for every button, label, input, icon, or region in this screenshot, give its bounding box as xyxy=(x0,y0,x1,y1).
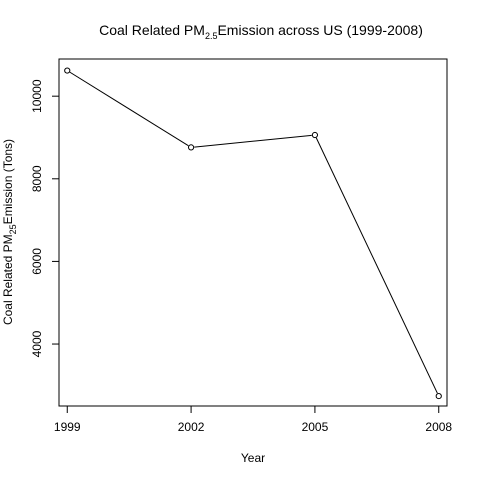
series-emissions xyxy=(64,67,442,400)
line-segment xyxy=(69,71,189,147)
y-axis-title-prefix: Coal Related PM xyxy=(1,234,15,325)
y-tick-label: 6000 xyxy=(30,248,44,275)
y-axis-title-suffix: Emission (Tons) xyxy=(1,139,15,224)
data-point xyxy=(311,131,319,139)
data-point xyxy=(64,67,71,74)
x-axis: 1999 2002 2005 2008 xyxy=(54,406,452,434)
x-tick-label: 2002 xyxy=(178,420,205,434)
x-tick-label: 1999 xyxy=(54,420,81,434)
chart-title-prefix: Coal Related PM xyxy=(99,22,205,38)
y-axis-title: Coal Related PM25Emission (Tons) xyxy=(1,139,18,325)
chart-title-subscript: 2.5 xyxy=(205,31,218,41)
x-tick-label: 2008 xyxy=(425,420,452,434)
y-tick-label: 4000 xyxy=(30,330,44,357)
data-point xyxy=(435,392,442,400)
x-axis-title: Year xyxy=(241,451,265,465)
y-tick-label: 10000 xyxy=(30,79,44,113)
data-point xyxy=(187,144,195,151)
y-axis-title-subscript: 25 xyxy=(8,224,18,234)
chart-title: Coal Related PM2.5Emission across US (19… xyxy=(99,22,423,41)
y-axis: 4000 6000 8000 10000 xyxy=(30,79,59,357)
y-tick-label: 8000 xyxy=(30,165,44,192)
line-segment xyxy=(315,137,438,394)
chart-title-suffix: Emission across US (1999-2008) xyxy=(217,22,422,38)
plot-frame xyxy=(58,58,448,407)
x-tick-label: 2005 xyxy=(302,420,329,434)
line-segment xyxy=(194,134,312,148)
